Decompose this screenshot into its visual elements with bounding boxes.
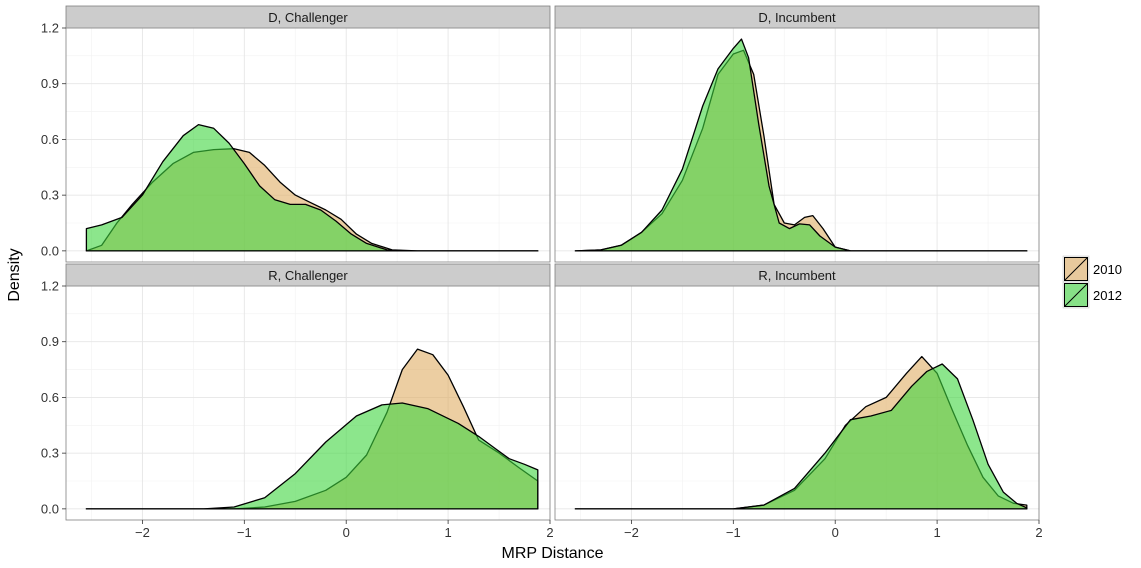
y-tick-label: 0.6 xyxy=(41,390,59,405)
x-tick-label: −2 xyxy=(624,525,639,540)
y-tick-label: 1.2 xyxy=(41,279,59,294)
y-tick-label: 1.2 xyxy=(41,21,59,36)
panel-border xyxy=(65,27,551,263)
legend-swatch-slash xyxy=(1064,257,1088,281)
y-tick-label: 0.9 xyxy=(41,76,59,91)
legend-label: 2010 xyxy=(1093,262,1122,277)
density-area-2012 xyxy=(85,402,539,510)
panel-border xyxy=(554,285,1040,521)
panel-border xyxy=(554,27,1040,263)
legend: 2010 2012 xyxy=(1062,255,1122,309)
y-tick-label: 0.0 xyxy=(41,501,59,516)
y-tick-label: 0.6 xyxy=(41,132,59,147)
panel-title: R, Challenger xyxy=(268,268,348,283)
legend-label: 2012 xyxy=(1093,288,1122,303)
panel-4: R, Incumbent −2 −1 0 1 2 xyxy=(554,263,1043,540)
panel-2: D, Incumbent xyxy=(554,5,1040,263)
legend-swatch-slash xyxy=(1064,283,1088,307)
x-tick-label: 0 xyxy=(832,525,839,540)
density-area-2012 xyxy=(574,363,1028,510)
y-axis-title: Density xyxy=(6,248,23,301)
y-tick-label: 0.9 xyxy=(41,334,59,349)
x-tick-label: 2 xyxy=(546,525,553,540)
y-tick-label: 0.3 xyxy=(41,446,59,461)
x-tick-label: 0 xyxy=(343,525,350,540)
x-tick-label: 2 xyxy=(1035,525,1042,540)
x-tick-label: 1 xyxy=(933,525,940,540)
y-tick-label: 0.0 xyxy=(41,243,59,258)
x-axis-title: MRP Distance xyxy=(502,545,604,562)
panel-border xyxy=(65,285,551,521)
panel-title: R, Incumbent xyxy=(758,268,836,283)
density-area-2012 xyxy=(85,123,539,252)
panel-title: D, Challenger xyxy=(268,10,348,25)
panel-1: D, Challenger 0.0 0.3 0.6 0.9 1.2 xyxy=(41,5,551,263)
x-tick-label: −2 xyxy=(135,525,150,540)
y-tick-label: 0.3 xyxy=(41,188,59,203)
x-tick-label: −1 xyxy=(237,525,252,540)
panel-title: D, Incumbent xyxy=(758,10,836,25)
density-area-2012 xyxy=(574,38,1028,252)
x-tick-label: 1 xyxy=(444,525,451,540)
x-tick-label: −1 xyxy=(726,525,741,540)
panel-3: R, Challenger 0.0 0.3 0.6 0.9 1.2 −2 −1 0 1 2 xyxy=(41,263,554,540)
